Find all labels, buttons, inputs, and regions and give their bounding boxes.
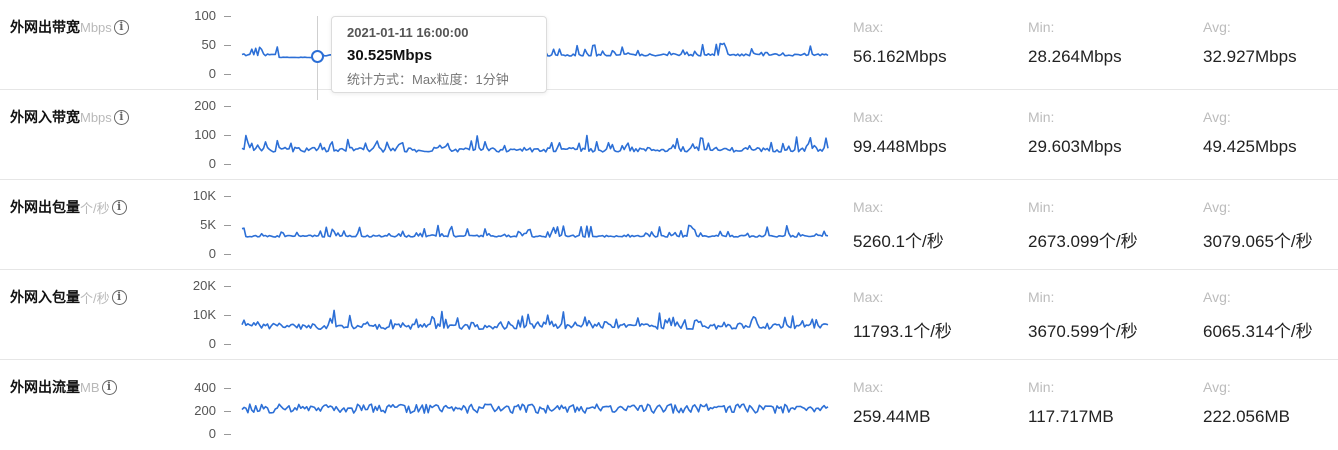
- y-tick-mark: [224, 164, 231, 165]
- max-caption: Max:: [853, 109, 884, 125]
- metric-title: 外网出带宽 Mbps i: [10, 17, 129, 37]
- y-tick-mark: [224, 196, 231, 197]
- avg-value: 49.425Mbps: [1203, 137, 1297, 156]
- y-tick-mark: [224, 16, 231, 17]
- max-value: 259.44MB: [853, 407, 931, 426]
- y-tick-mark: [224, 344, 231, 345]
- line-chart-out-traffic[interactable]: [238, 360, 833, 450]
- min-value: 29.603Mbps: [1028, 137, 1122, 156]
- y-tick-label: 200: [194, 98, 216, 113]
- avg-value: 6065.314个/秒: [1203, 322, 1313, 341]
- min-value: 2673.099个/秒: [1028, 232, 1138, 251]
- y-tick-mark: [224, 106, 231, 107]
- series-line: [241, 403, 829, 415]
- avg-caption: Avg:: [1203, 199, 1231, 215]
- series-line: [241, 134, 829, 153]
- y-tick-label: 200: [194, 403, 216, 418]
- min-caption: Min:: [1028, 289, 1055, 305]
- avg-caption: Avg:: [1203, 289, 1231, 305]
- info-icon[interactable]: i: [101, 379, 117, 395]
- line-chart-in-packets[interactable]: [238, 270, 833, 360]
- y-tick-label: 20K: [192, 278, 216, 293]
- y-tick-label: 0: [208, 66, 216, 81]
- y-tick-label: 0: [208, 246, 216, 261]
- y-tick-mark: [224, 286, 231, 287]
- y-tick-mark: [224, 254, 231, 255]
- metric-row-in-bandwidth: 外网入带宽 Mbps i 200 100 0 Max: 99.448Mbps Min…: [0, 90, 1338, 180]
- y-tick-label: 10K: [192, 188, 216, 203]
- info-icon[interactable]: i: [111, 199, 127, 215]
- metric-title: 外网出包量 个/秒 i: [10, 197, 127, 217]
- max-value: 56.162Mbps: [853, 47, 947, 66]
- avg-caption: Avg:: [1203, 19, 1231, 35]
- y-tick-mark: [224, 315, 231, 316]
- max-value: 11793.1个/秒: [853, 322, 952, 341]
- y-tick-label: 400: [194, 380, 216, 395]
- info-icon[interactable]: i: [113, 109, 129, 125]
- max-caption: Max:: [853, 379, 884, 395]
- metric-row-in-packets: 外网入包量 个/秒 i 20K 10K 0 Max: 11793.1个/秒 Min:…: [0, 270, 1338, 360]
- y-tick-mark: [224, 74, 231, 75]
- min-caption: Min:: [1028, 379, 1055, 395]
- y-tick-label: 10K: [192, 307, 216, 322]
- metric-title: 外网出流量 MB i: [10, 377, 117, 397]
- y-tick-mark: [224, 411, 231, 412]
- tooltip-note: 统计方式：Max粒度：1分钟: [347, 72, 509, 87]
- info-icon[interactable]: i: [113, 19, 129, 35]
- min-caption: Min:: [1028, 199, 1055, 215]
- series-line: [241, 224, 829, 238]
- avg-caption: Avg:: [1203, 109, 1231, 125]
- metric-row-out-traffic: 外网出流量 MB i 400 200 0 Max: 259.44MB Min: 11…: [0, 360, 1338, 450]
- min-value: 28.264Mbps: [1028, 47, 1122, 66]
- y-tick-label: 0: [208, 156, 216, 171]
- max-caption: Max:: [853, 289, 884, 305]
- y-tick-mark: [224, 225, 231, 226]
- min-caption: Min:: [1028, 109, 1055, 125]
- max-caption: Max:: [853, 199, 884, 215]
- y-tick-label: 100: [194, 8, 216, 23]
- y-tick-label: 0: [208, 426, 216, 441]
- y-tick-mark: [224, 135, 231, 136]
- tooltip-value: 30.525Mbps: [347, 47, 433, 64]
- avg-value: 3079.065个/秒: [1203, 232, 1313, 251]
- y-tick-label: 0: [208, 336, 216, 351]
- y-tick-label: 100: [194, 127, 216, 142]
- y-tick-label: 5K: [200, 217, 216, 232]
- metric-row-out-bandwidth: 外网出带宽 Mbps i 100 50 0 Max: 56.162Mbps Min:…: [0, 0, 1338, 90]
- tooltip-time: 2021-01-11 16:00:00: [347, 25, 469, 40]
- info-icon[interactable]: i: [111, 289, 127, 305]
- line-chart-in-bandwidth[interactable]: [238, 90, 833, 180]
- metric-title: 外网入包量 个/秒 i: [10, 287, 127, 307]
- y-tick-mark: [224, 434, 231, 435]
- avg-caption: Avg:: [1203, 379, 1231, 395]
- avg-value: 222.056MB: [1203, 407, 1290, 426]
- line-chart-out-packets[interactable]: [238, 180, 833, 270]
- max-value: 99.448Mbps: [853, 137, 947, 156]
- min-value: 117.717MB: [1028, 407, 1114, 426]
- y-tick-mark: [224, 45, 231, 46]
- min-caption: Min:: [1028, 19, 1055, 35]
- series-line: [241, 309, 829, 331]
- metric-title: 外网入带宽 Mbps i: [10, 107, 129, 127]
- chart-tooltip: 2021-01-11 16:00:00 30.525Mbps 统计方式：Max粒…: [331, 16, 547, 93]
- avg-value: 32.927Mbps: [1203, 47, 1297, 66]
- y-tick-mark: [224, 388, 231, 389]
- max-value: 5260.1个/秒: [853, 232, 944, 251]
- hover-point-marker: [311, 50, 324, 63]
- metric-row-out-packets: 外网出包量 个/秒 i 10K 5K 0 Max: 5260.1个/秒 Min: 2…: [0, 180, 1338, 270]
- min-value: 3670.599个/秒: [1028, 322, 1138, 341]
- y-tick-label: 50: [201, 37, 216, 52]
- max-caption: Max:: [853, 19, 884, 35]
